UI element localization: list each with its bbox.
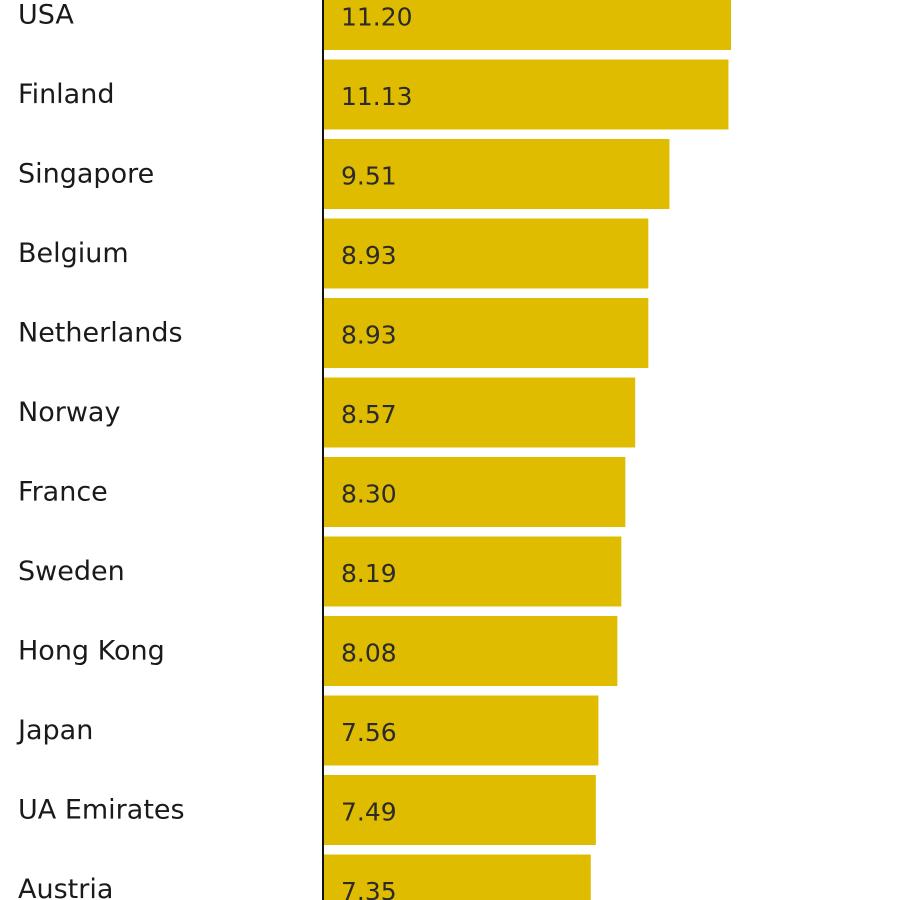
bars-group (323, 0, 731, 900)
value-label-singapore: 9.51 (341, 162, 397, 191)
value-label-japan: 7.56 (341, 718, 397, 747)
category-label-usa: USA (18, 0, 74, 31)
value-label-hong-kong: 8.08 (341, 639, 397, 668)
value-label-ua-emirates: 7.49 (341, 798, 397, 827)
value-label-finland: 11.13 (341, 82, 413, 111)
category-label-sweden: Sweden (18, 556, 125, 587)
bar-france (323, 457, 626, 527)
category-label-austria: Austria (18, 874, 113, 900)
bar-japan (323, 695, 599, 766)
bar-austria (323, 854, 591, 900)
bar-singapore (323, 139, 670, 209)
bar-netherlands (323, 298, 649, 368)
value-label-france: 8.30 (341, 480, 397, 509)
value-label-austria: 7.35 (341, 877, 397, 900)
category-labels-group: USA Finland Singapore Belgium Netherlands Nor… (16, 0, 185, 900)
bar-sweden (323, 536, 622, 607)
bar-norway (323, 377, 636, 448)
value-label-norway: 8.57 (341, 400, 397, 429)
category-label-japan: Japan (16, 715, 93, 746)
category-label-ua-emirates: UA Emirates (18, 795, 185, 826)
value-labels-group: 11.20 11.13 9.51 8.93 8.93 8.57 8.30 8.19 8.08 7.… (341, 3, 413, 900)
category-label-netherlands: Netherlands (18, 318, 183, 349)
value-label-sweden: 8.19 (341, 559, 397, 588)
value-label-belgium: 8.93 (341, 241, 397, 270)
value-label-netherlands: 8.93 (341, 321, 397, 350)
category-label-france: France (18, 477, 108, 508)
bar-belgium (323, 218, 649, 289)
bar-hong-kong (323, 616, 618, 686)
bar-ua-emirates (323, 775, 596, 845)
bar-usa (323, 0, 731, 50)
category-label-singapore: Singapore (18, 159, 154, 190)
bar-finland (323, 59, 729, 130)
category-label-finland: Finland (18, 79, 114, 110)
category-label-belgium: Belgium (18, 238, 129, 269)
category-label-hong-kong: Hong Kong (18, 636, 165, 667)
category-label-norway: Norway (18, 397, 120, 428)
value-label-usa: 11.20 (341, 3, 413, 32)
